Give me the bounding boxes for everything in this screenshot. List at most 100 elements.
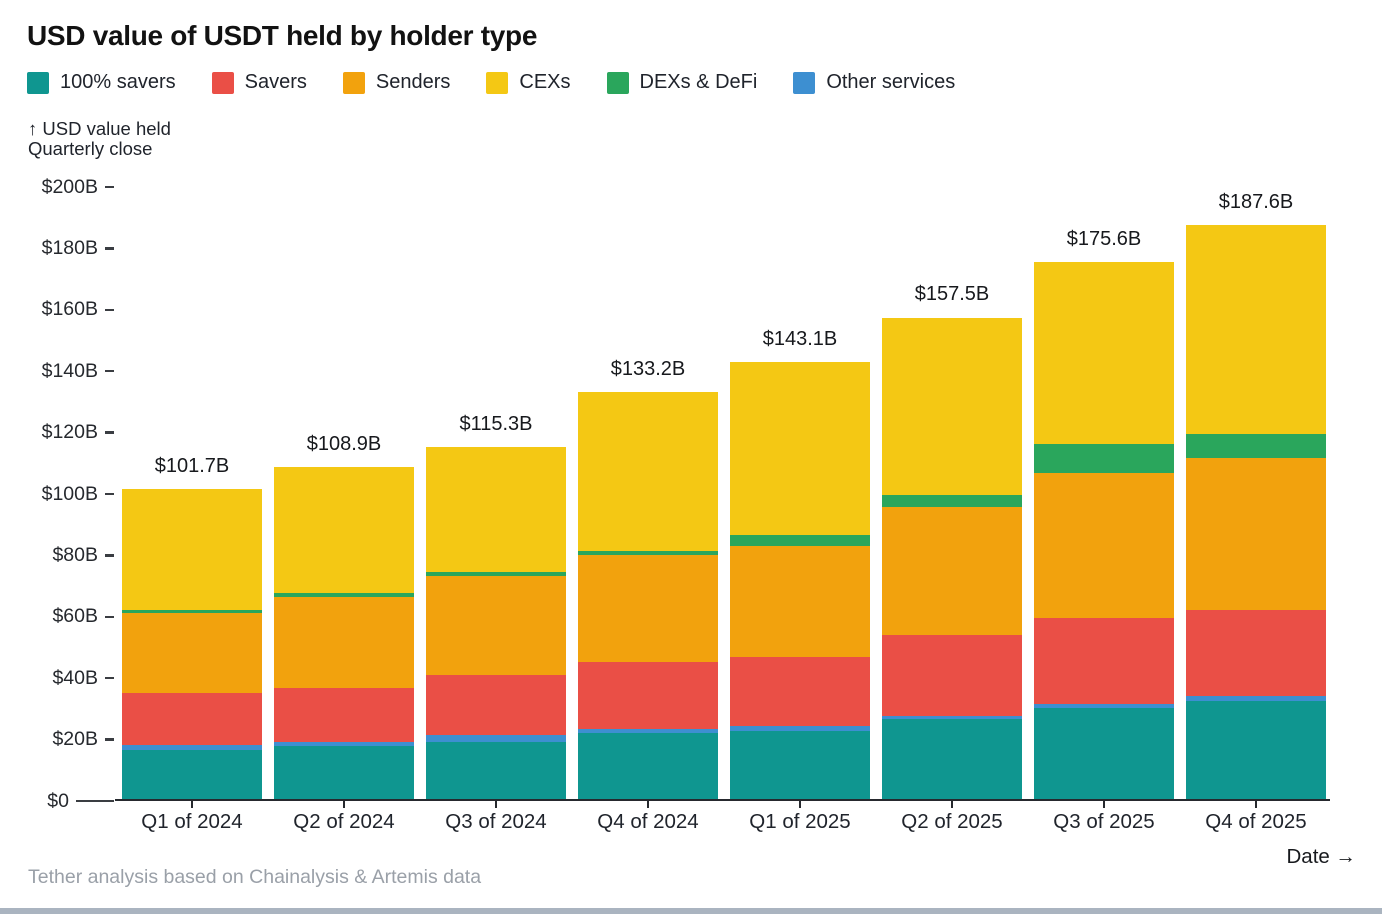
legend-swatch-senders <box>342 71 365 94</box>
bar-segment-cexs <box>274 466 414 593</box>
bar-segment-other-services <box>578 729 718 733</box>
y-tick-mark <box>105 247 114 250</box>
bar-q3-of-2025: $175.6B <box>1034 187 1174 801</box>
y-tick-mark <box>105 738 114 741</box>
bar-total-label: $101.7B <box>154 454 230 477</box>
y-tick-label: $200B <box>41 175 98 198</box>
legend-label: Other services <box>826 71 956 93</box>
bar-q2-of-2025: $157.5B <box>882 187 1022 801</box>
y-tick-label: $160B <box>41 298 98 321</box>
y-tick-mark <box>76 799 114 803</box>
legend-item-cexs: CEXs <box>486 71 571 94</box>
x-tick-mark <box>343 801 345 808</box>
bar-segment-senders <box>882 507 1022 635</box>
bar-segment-senders <box>274 596 414 689</box>
legend-item-senders: Senders <box>342 71 451 94</box>
bar-stack <box>274 466 414 801</box>
y-tick-40b: $40B <box>0 666 114 690</box>
bar-segment-100-savers <box>1034 708 1174 801</box>
y-tick-mark <box>105 615 114 619</box>
y-axis-annotation: ↑ USD value held Quarterly close <box>28 119 171 159</box>
bar-segment-other-services <box>1034 704 1174 709</box>
bar-q4-of-2024: $133.2B <box>578 187 718 801</box>
y-tick-120b: $120B <box>0 421 114 445</box>
y-tick-label: $80B <box>52 543 98 566</box>
bar-segment-savers <box>274 688 414 742</box>
y-tick-60b: $60B <box>0 605 114 629</box>
x-tick-label-q3-of-2024: Q3 of 2024 <box>445 810 547 833</box>
legend-label: Savers <box>244 71 307 93</box>
y-axis-annotation-line1: ↑ USD value held <box>28 118 171 139</box>
bar-segment-other-services <box>1186 696 1326 701</box>
x-tick-label-q4-of-2024: Q4 of 2024 <box>597 810 699 833</box>
y-tick-mark <box>105 308 114 312</box>
y-tick-label: $120B <box>41 421 98 444</box>
x-tick-label-q3-of-2025: Q3 of 2025 <box>1053 810 1155 833</box>
bar-segment-savers <box>122 692 262 745</box>
bar-segment-senders <box>730 545 870 658</box>
x-tick-label-q1-of-2024: Q1 of 2024 <box>141 810 243 833</box>
y-tick-mark <box>105 185 114 189</box>
bar-stack <box>426 447 566 801</box>
x-tick-mark <box>647 801 649 808</box>
y-tick-label: $20B <box>52 728 98 751</box>
x-axis-label: Date → <box>1286 845 1357 868</box>
bar-stack <box>122 488 262 801</box>
bar-segment-savers <box>882 634 1022 716</box>
y-tick-80b: $80B <box>0 543 114 567</box>
bar-q4-of-2025: $187.6B <box>1186 187 1326 801</box>
y-tick-label: $0 <box>47 789 69 812</box>
bar-stack <box>578 392 718 801</box>
bar-q1-of-2024: $101.7B <box>122 187 262 801</box>
bar-segment-other-services <box>426 735 566 742</box>
bar-total-label: $175.6B <box>1066 227 1142 250</box>
bar-stack <box>882 317 1022 801</box>
legend-swatch-100-savers <box>27 71 49 94</box>
y-tick-200b: $200B <box>0 175 114 199</box>
y-tick-180b: $180B <box>0 236 114 260</box>
legend-item-other-services: Other services <box>793 71 955 94</box>
bar-total-label: $108.9B <box>306 432 382 455</box>
y-tick-label: $60B <box>52 605 98 628</box>
bar-segment-cexs <box>1186 225 1326 435</box>
bar-segment-dexs-defi <box>578 550 718 555</box>
bar-segment-other-services <box>882 715 1022 720</box>
bar-segment-dexs-defi <box>1186 434 1326 458</box>
legend-swatch-other-services <box>793 71 816 94</box>
legend-label: 100% savers <box>60 71 176 93</box>
bar-segment-savers <box>1034 618 1174 704</box>
bar-total-label: $143.1B <box>762 327 838 350</box>
bar-segment-senders <box>1186 457 1326 610</box>
bar-segment-savers <box>578 661 718 730</box>
source-note: Tether analysis based on Chainalysis & A… <box>28 866 482 888</box>
x-axis-line <box>115 799 1330 801</box>
bar-segment-100-savers <box>426 741 566 801</box>
bar-segment-100-savers <box>578 732 718 801</box>
legend-swatch-dexs-defi <box>606 71 629 94</box>
legend-label: Senders <box>375 71 451 93</box>
legend-label: CEXs <box>519 71 571 93</box>
x-tick-mark <box>495 801 497 808</box>
y-tick-mark <box>105 369 114 373</box>
plot-area: $101.7B $108.9B $115.3B $133.2B $143.1B $157.… <box>122 187 1326 801</box>
bar-segment-100-savers <box>730 730 870 801</box>
x-tick-mark <box>951 801 953 808</box>
bar-segment-cexs <box>730 361 870 535</box>
bar-segment-100-savers <box>122 750 262 801</box>
bar-q2-of-2024: $108.9B <box>274 187 414 801</box>
bar-segment-other-services <box>274 741 414 747</box>
bar-segment-dexs-defi <box>1034 443 1174 473</box>
bar-segment-dexs-defi <box>426 572 566 576</box>
legend-item-dexs-defi: DEXs & DeFi <box>606 71 757 94</box>
bar-segment-senders <box>122 612 262 693</box>
y-tick-label: $180B <box>41 236 98 259</box>
x-tick-label-q2-of-2024: Q2 of 2024 <box>293 810 395 833</box>
x-tick-mark <box>191 801 193 808</box>
bar-segment-100-savers <box>274 746 414 801</box>
y-tick-mark <box>105 492 114 496</box>
bar-total-label: $115.3B <box>459 413 533 436</box>
x-tick-label-q1-of-2025: Q1 of 2025 <box>749 810 851 833</box>
y-tick-mark <box>105 676 114 680</box>
bar-segment-cexs <box>122 488 262 610</box>
